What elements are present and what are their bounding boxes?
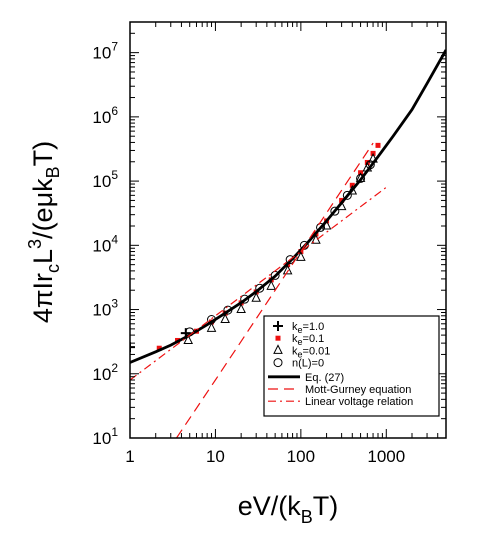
legend-label-4: Eq. (27) <box>305 372 344 384</box>
data-point-series-3 <box>342 190 352 200</box>
data-point-series-3 <box>255 283 265 293</box>
y-axis-title: 4πIrcL3/(eμkBT) <box>25 141 63 323</box>
legend-marker-0 <box>273 321 283 331</box>
legend-box <box>263 315 440 417</box>
legend-label-5: Mott-Gurney equation <box>305 384 411 396</box>
x-axis-title: eV/(kBT) <box>238 491 339 527</box>
x-tick-label: 1 <box>125 447 134 466</box>
legend-marker-1 <box>275 335 281 341</box>
data-point-series-2 <box>220 313 230 323</box>
legend-label-3: n(L)=0 <box>292 358 324 370</box>
data-point-series-2 <box>251 292 261 302</box>
y-tick-label: 102 <box>92 361 118 384</box>
data-point-series-1 <box>339 197 345 203</box>
legend-label-0: ke=1.0 <box>292 321 324 335</box>
data-layer <box>130 49 446 438</box>
data-point-series-3 <box>316 222 326 232</box>
data-point-series-1 <box>156 345 162 351</box>
legend-marker-3 <box>273 358 283 368</box>
x-tick-label: 1000 <box>367 447 405 466</box>
data-point-series-3 <box>330 206 340 216</box>
data-point-series-3 <box>356 173 366 183</box>
data-point-series-1 <box>375 142 381 148</box>
data-point-series-2 <box>236 303 246 314</box>
legend-label-1: ke=0.1 <box>292 333 324 347</box>
legend-label-6: Linear voltage relation <box>305 396 413 408</box>
y-tick-label: 103 <box>92 297 118 320</box>
data-point-series-2 <box>183 334 194 344</box>
legend-label-2: ke=0.01 <box>292 345 330 359</box>
data-point-series-2 <box>282 264 293 275</box>
labels-layer: 1 10 100 1000 101 102 103 104 105 106 107 <box>92 40 405 466</box>
y-tick-label: 106 <box>92 104 118 127</box>
data-point-series-0 <box>130 342 135 353</box>
ticks-layer <box>129 21 447 439</box>
y-tick-label: 107 <box>92 40 118 63</box>
data-point-series-2 <box>206 322 217 332</box>
x-tick-label: 10 <box>206 447 225 466</box>
x-tick-label: 100 <box>287 447 315 466</box>
legend-marker-2 <box>273 344 283 354</box>
legend: ke=1.0ke=0.1ke=0.01n(L)=0 Eq. (27)Mott-Gu… <box>263 315 440 417</box>
data-point-series-3 <box>285 255 295 265</box>
series-line-5 <box>176 142 374 438</box>
y-tick-label: 105 <box>92 168 118 191</box>
data-point-series-2 <box>266 280 277 290</box>
data-point-series-3 <box>240 294 250 304</box>
data-point-series-2 <box>296 251 306 261</box>
y-tick-label: 101 <box>92 425 118 448</box>
y-tick-label: 104 <box>92 232 118 255</box>
